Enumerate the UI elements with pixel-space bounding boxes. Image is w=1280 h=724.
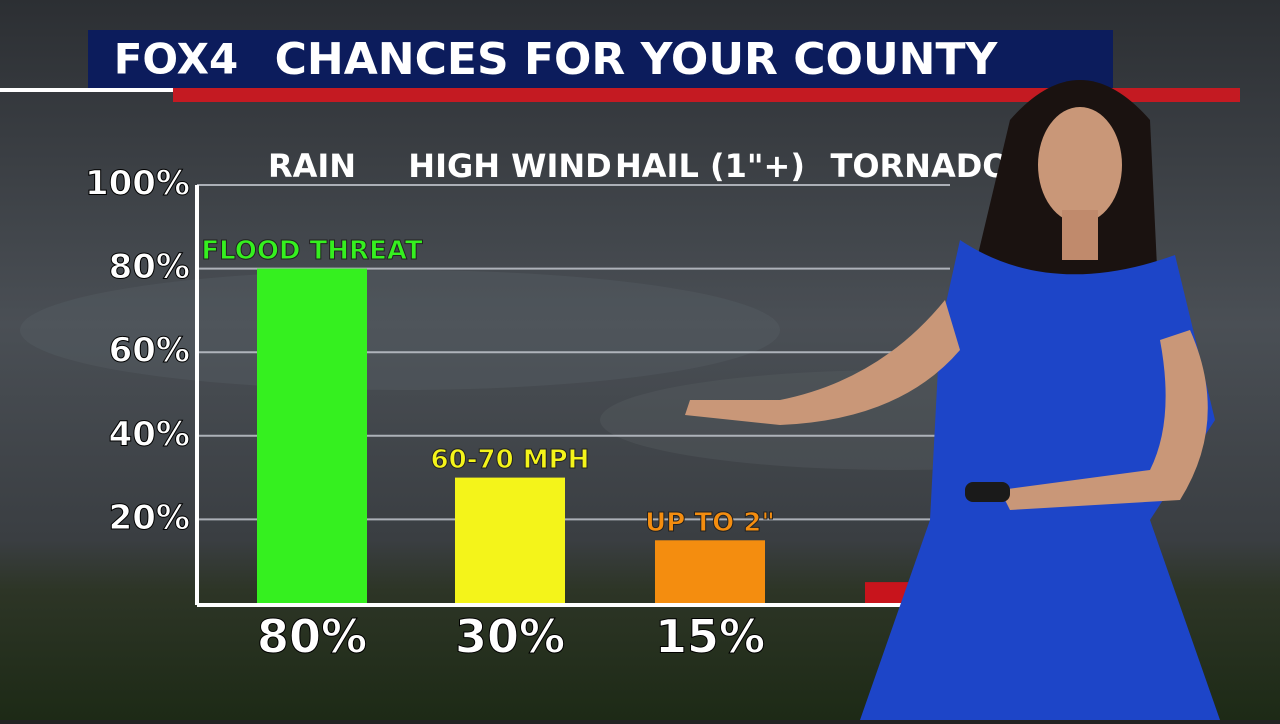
y-tick-label: 100%: [85, 164, 190, 204]
y-tick-label: 80%: [109, 247, 190, 287]
value-label: 15%: [655, 610, 765, 664]
chart-title: CHANCES FOR YOUR COUNTY: [275, 34, 999, 85]
neck: [1062, 210, 1098, 260]
bar-annotation: 60-70 MPH: [431, 445, 590, 475]
cloud: [20, 270, 780, 390]
plot: 20% 40% 60% 80% 100% RAIN FLOOD THREAT 80% HIGH …: [84, 147, 1010, 664]
category-label: HIGH WIND: [408, 147, 611, 185]
bar-annotation: UP TO 2": [645, 508, 775, 538]
title-accent: [173, 88, 1240, 102]
presenter: [685, 80, 1220, 720]
bar: [257, 268, 367, 603]
bar-annotation: FLOOD THREAT: [201, 236, 423, 266]
face: [1038, 107, 1122, 223]
arm: [685, 300, 960, 425]
bar: [655, 540, 765, 603]
clicker: [965, 482, 1010, 502]
y-tick-label: 20%: [109, 498, 190, 538]
bar: [455, 477, 565, 603]
category-label: TORNADO: [831, 147, 1010, 185]
category-label: RAIN: [268, 147, 356, 185]
title-rule: [0, 88, 173, 92]
value-label: 80%: [257, 610, 367, 664]
value-label: 30%: [455, 610, 565, 664]
arm: [1000, 330, 1208, 510]
y-tick-label: 60%: [109, 331, 190, 371]
y-tick-label: 40%: [109, 414, 190, 454]
category-label: HAIL (1"+): [615, 147, 805, 185]
logo: FOX4: [114, 35, 239, 84]
title-bar: [88, 30, 1113, 88]
